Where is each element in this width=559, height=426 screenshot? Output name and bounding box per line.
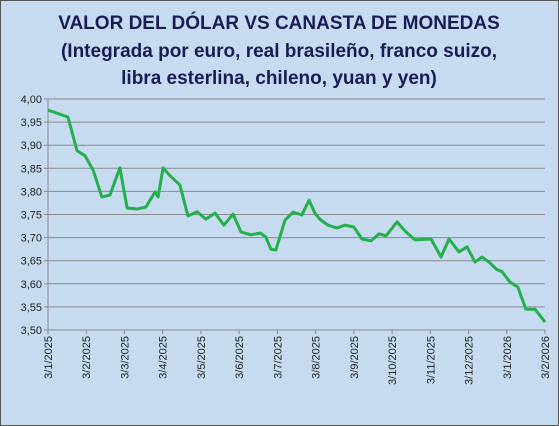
y-tick-label: 3,80 — [21, 186, 42, 198]
chart-subtitle: (Integrada por euro, real brasileño, fra… — [61, 41, 497, 62]
y-tick-label: 3,55 — [21, 302, 42, 314]
x-tick-label: 3/3/2025 — [119, 336, 131, 379]
x-tick-label: 3/2/2025 — [81, 336, 93, 379]
y-tick-label: 3,60 — [21, 279, 42, 291]
y-tick-label: 3,75 — [21, 210, 42, 222]
y-tick-label: 3,95 — [21, 117, 42, 129]
chart-subtitle: libra esterlina, chileno, yuan y yen) — [121, 68, 437, 89]
x-tick-label: 3/11/2025 — [425, 336, 437, 384]
x-tick-label: 3/8/2025 — [311, 336, 323, 379]
x-tick-label: 3/6/2025 — [234, 336, 246, 379]
x-tick-label: 3/1/2026 — [502, 336, 514, 379]
x-tick-label: 3/2/2026 — [540, 336, 552, 379]
chart-title: VALOR DEL DÓLAR VS CANASTA DE MONEDAS — [58, 12, 500, 34]
x-tick-label: 3/9/2025 — [349, 336, 361, 379]
x-tick-label: 3/7/2025 — [272, 336, 284, 379]
data-line — [47, 108, 547, 324]
x-tick-label: 3/1/2025 — [43, 336, 55, 379]
y-tick-label: 3,50 — [21, 325, 42, 337]
y-tick-label: 3,65 — [21, 256, 42, 268]
y-tick-label: 3,85 — [21, 163, 42, 175]
x-tick-label: 3/4/2025 — [158, 336, 170, 379]
x-tick-label: 3/10/2025 — [387, 336, 399, 385]
y-tick-label: 4,00 — [21, 94, 42, 106]
y-tick-label: 3,90 — [21, 140, 42, 152]
x-tick-label: 3/12/2025 — [464, 336, 476, 385]
x-tick-label: 3/5/2025 — [196, 336, 208, 379]
y-tick-label: 3,70 — [21, 233, 42, 245]
